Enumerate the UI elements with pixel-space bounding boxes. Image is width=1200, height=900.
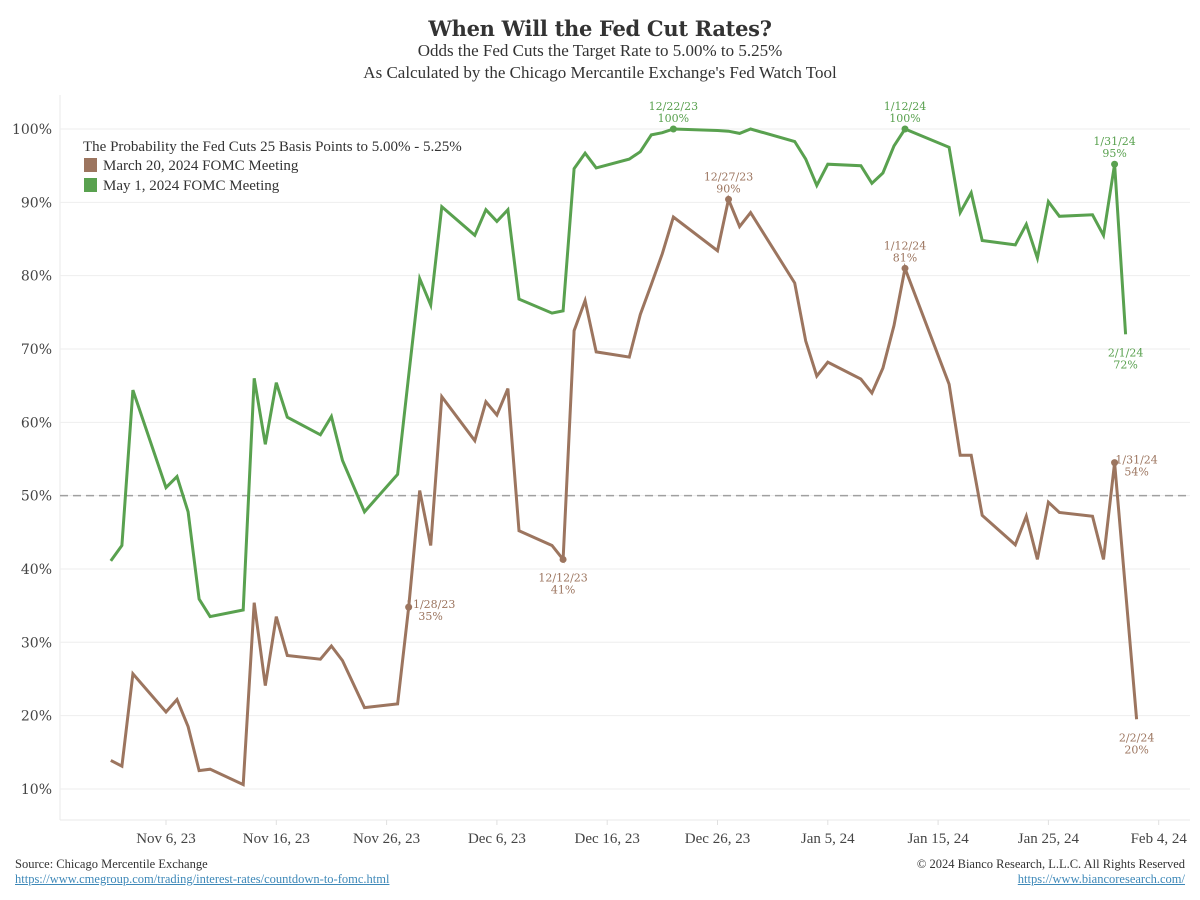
annotation-value: 35% <box>418 610 442 623</box>
chart-subtitle-2: As Calculated by the Chicago Mercantile … <box>363 63 837 82</box>
y-tick-label: 20% <box>21 709 52 725</box>
annotation-date: 12/27/23 <box>704 170 753 183</box>
annotation-value: 54% <box>1124 466 1148 479</box>
legend-swatch <box>84 158 97 172</box>
series-line-1 <box>109 127 1128 619</box>
legend-swatch <box>84 178 97 192</box>
x-tick-label: Dec 16, 23 <box>574 831 639 847</box>
annotation-date: 12/22/23 <box>649 100 698 113</box>
annotation-value: 81% <box>893 251 917 264</box>
annotation-marker <box>725 195 733 203</box>
source-link[interactable]: https://www.cmegroup.com/trading/interes… <box>15 872 390 886</box>
x-tick-label: Jan 5, 24 <box>801 831 855 847</box>
copyright-text: © 2024 Bianco Research, L.L.C. All Right… <box>916 857 1185 871</box>
y-tick-label: 80% <box>21 269 52 285</box>
annotation-value: 72% <box>1113 358 1137 371</box>
annotation-date: 1/31/24 <box>1115 454 1157 467</box>
y-tick-label: 50% <box>21 489 52 505</box>
chart-title: When Will the Fed Cut Rates? <box>428 16 772 41</box>
annotation-marker <box>669 125 677 133</box>
y-tick-label: 10% <box>21 782 52 798</box>
annotation-date: 2/1/24 <box>1108 346 1143 359</box>
annotation-value: 41% <box>551 583 575 596</box>
x-tick-label: Nov 26, 23 <box>353 831 420 847</box>
annotation-date: 12/12/23 <box>538 571 587 584</box>
legend-title: The Probability the Fed Cuts 25 Basis Po… <box>83 139 462 155</box>
x-tick-label: Dec 6, 23 <box>468 831 526 847</box>
website-link[interactable]: https://www.biancoresearch.com/ <box>1017 872 1185 886</box>
series-line-0 <box>110 194 1139 787</box>
annotation-value: 100% <box>658 112 689 125</box>
annotation-marker <box>559 555 567 563</box>
x-tick-label: Jan 15, 24 <box>907 831 969 847</box>
x-tick-label: Dec 26, 23 <box>685 831 750 847</box>
y-tick-label: 40% <box>21 562 52 578</box>
y-tick-label: 30% <box>21 635 52 651</box>
y-tick-label: 60% <box>21 415 52 431</box>
annotation-value: 90% <box>716 182 740 195</box>
legend-label: May 1, 2024 FOMC Meeting <box>103 178 280 194</box>
x-tick-label: Feb 4, 24 <box>1131 831 1188 847</box>
x-tick-label: Nov 6, 23 <box>136 831 196 847</box>
annotation-value: 100% <box>889 112 920 125</box>
y-tick-label: 100% <box>12 122 52 138</box>
source-text: Source: Chicago Mercentile Exchange <box>15 857 208 871</box>
x-tick-label: Nov 16, 23 <box>243 831 310 847</box>
annotation-marker <box>1111 160 1119 168</box>
x-tick-label: Jan 25, 24 <box>1018 831 1080 847</box>
y-tick-label: 90% <box>21 195 52 211</box>
chart-subtitle: Odds the Fed Cuts the Target Rate to 5.0… <box>417 41 783 60</box>
legend-label: March 20, 2024 FOMC Meeting <box>103 158 299 174</box>
annotation-date: 1/31/24 <box>1093 135 1135 148</box>
annotation-date: 1/12/24 <box>884 100 926 113</box>
annotation-value: 95% <box>1102 147 1126 160</box>
annotation-marker <box>1111 459 1119 467</box>
annotation-value: 20% <box>1124 743 1148 756</box>
annotation-marker <box>901 125 909 133</box>
annotation-date: 11/28/23 <box>406 598 455 611</box>
annotation-date: 1/12/24 <box>884 239 926 252</box>
y-tick-label: 70% <box>21 342 52 358</box>
annotation-marker <box>405 603 413 611</box>
annotation-marker <box>901 264 909 272</box>
annotation-date: 2/2/24 <box>1119 731 1154 744</box>
